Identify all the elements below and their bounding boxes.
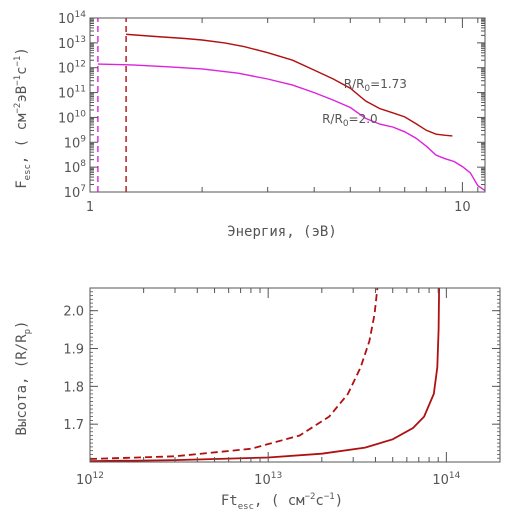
series-label-r173: R/R0=1.73 xyxy=(344,77,407,94)
bottom-x-axis-label: Ftesc, ( см−2с−1) xyxy=(221,492,343,512)
bottom-y-tick-label: 1.8 xyxy=(63,380,84,395)
top-x-tick-label: 10 xyxy=(454,200,471,215)
bottom-y-tick-label: 1.9 xyxy=(63,343,84,358)
series-label-r20: R/R0=2.0 xyxy=(322,112,378,129)
top-y-tick-label: 1010 xyxy=(58,109,86,126)
bottom-panel: 1.7 1.8 1.9 2.0 1012 1013 1014 Ftesc, ( см−2с−… xyxy=(14,287,501,512)
top-y-axis-label: Fesc, ( см−2эВ−1с−1) xyxy=(13,47,33,189)
bottom-series-line-0 xyxy=(89,287,440,463)
top-y-tick-label: 1013 xyxy=(58,35,86,52)
top-y-tick-label: 1014 xyxy=(58,10,86,27)
top-series-line-1 xyxy=(97,63,486,192)
bottom-y-tick-label: 1.7 xyxy=(63,418,84,433)
bottom-x-tick-label: 1013 xyxy=(254,471,282,488)
bottom-y-tick-label: 2.0 xyxy=(63,305,84,320)
top-x-tick-label: 1 xyxy=(86,200,94,215)
top-y-tick-label: 109 xyxy=(64,134,87,151)
top-panel: 107 108 109 1010 1011 1012 1013 1014 1 10 Энергия… xyxy=(13,10,486,240)
bottom-y-axis-label: Высота, (R/Rp) xyxy=(14,320,33,435)
top-y-tick-label: 1012 xyxy=(58,60,86,77)
bottom-series-line-1 xyxy=(89,287,379,460)
top-y-tick-label: 1011 xyxy=(58,85,86,102)
top-series-line-0 xyxy=(126,33,453,137)
bottom-x-tick-label: 1014 xyxy=(432,471,460,488)
bottom-x-tick-label: 1012 xyxy=(76,471,104,488)
top-x-axis-label: Энергия, (эВ) xyxy=(227,224,337,240)
top-plot-frame xyxy=(89,17,486,193)
top-y-tick-label: 108 xyxy=(64,159,87,176)
top-y-tick-label: 107 xyxy=(64,184,86,201)
